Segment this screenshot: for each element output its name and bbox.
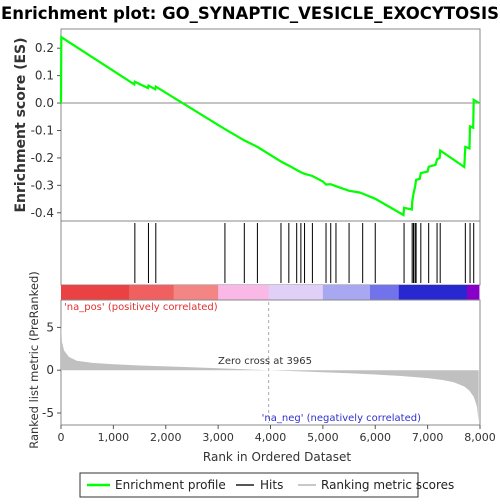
es-y-tick-label: -0.2 [31, 151, 54, 165]
x-tick-label: 1,000 [98, 431, 130, 444]
x-tick-label: 3,000 [202, 431, 234, 444]
es-y-tick-label: 0.2 [35, 41, 54, 55]
rank-y-tick-label: -5 [42, 406, 54, 420]
legend-ranking-label: Ranking metric scores [321, 478, 454, 492]
legend: Enrichment profile Hits Ranking metric s… [79, 472, 454, 498]
x-tick-label: 7,000 [412, 431, 444, 444]
rank-y-tick-label: 0 [46, 363, 54, 377]
heatmap-segment [398, 285, 468, 300]
legend-box [79, 472, 419, 498]
es-y-tick-label: -0.3 [31, 178, 54, 192]
hits-panel-frame [60, 220, 481, 286]
pos-correlated-label: 'na_pos' (positively correlated) [64, 302, 218, 313]
neg-correlated-label: 'na_neg' (negatively correlated) [262, 413, 421, 424]
chart-title: Enrichment plot: GO_SYNAPTIC_VESICLE_EXO… [1, 4, 499, 23]
rank-heatmap-bar [61, 285, 480, 300]
heatmap-segment [129, 285, 175, 300]
rank-panel: Zero cross at 3965 'na_pos' (positively … [42, 299, 481, 426]
x-tick-label: 6,000 [360, 431, 392, 444]
heatmap-segment [322, 285, 371, 300]
x-tick-label: 0 [58, 431, 65, 444]
zero-cross-label: Zero cross at 3965 [218, 356, 312, 367]
heatmap-segment [268, 285, 324, 300]
es-y-tick-label: 0.0 [35, 96, 54, 110]
x-tick-label: 8,000 [464, 431, 496, 444]
es-panel: 0.2 0.1 0.0 -0.1 -0.2 -0.3 -0.4 [31, 28, 481, 222]
rank-y-tick-label: 5 [46, 320, 54, 334]
es-y-tick-label: -0.1 [31, 123, 54, 137]
x-tick-label: 2,000 [150, 431, 182, 444]
ranking-metric-area [61, 323, 479, 422]
rank-y-axis-label: Ranked list metric (PreRanked) [27, 271, 41, 449]
legend-hits-label: Hits [260, 478, 283, 492]
heatmap-segment [466, 285, 480, 300]
es-panel-frame [60, 28, 481, 222]
hits-panel [60, 220, 481, 286]
enrichment-profile-line [59, 35, 480, 217]
x-tick-label: 4,000 [255, 431, 287, 444]
x-axis-label: Rank in Ordered Dataset [203, 450, 351, 464]
x-tick-label: 5,000 [307, 431, 339, 444]
heatmap-segment [61, 285, 130, 300]
heatmap-segment [173, 285, 219, 300]
heatmap-segment [218, 285, 270, 300]
es-y-tick-label: 0.1 [35, 69, 54, 83]
es-y-axis-label: Enrichment score (ES) [13, 37, 29, 212]
heatmap-segment [370, 285, 400, 300]
legend-profile-label: Enrichment profile [115, 478, 226, 492]
es-y-tick-label: -0.4 [31, 206, 54, 220]
rank-panel-frame [60, 299, 481, 426]
